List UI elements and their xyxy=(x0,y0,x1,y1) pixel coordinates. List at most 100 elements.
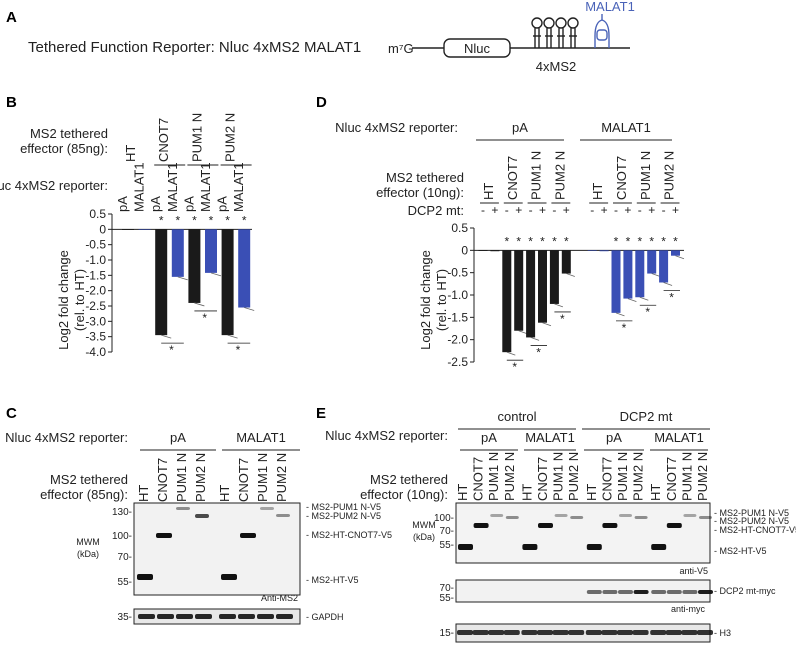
b-effector-header: HT xyxy=(123,145,138,162)
panel-e: E Nluc 4xMS2 reporter: MS2 tethered effe… xyxy=(316,405,796,643)
error-bar xyxy=(627,298,637,302)
d-dcp2-signs: - + - + - + - + - + - + - + - + xyxy=(481,203,679,217)
significance-star: * xyxy=(209,213,214,227)
e-blot-h3: 15- - H3 xyxy=(440,623,731,643)
gapdh-frame xyxy=(133,608,301,625)
pair-star: * xyxy=(169,343,174,357)
e-group-label: MALAT1 xyxy=(654,430,704,445)
significance-star: * xyxy=(673,234,678,248)
error-bar xyxy=(663,282,673,286)
c-mwm-label-2: (kDa) xyxy=(77,549,99,559)
error-bar xyxy=(518,330,528,335)
band-pum1 xyxy=(490,514,504,517)
c-band-label: - MS2-PUM2 N-V5 xyxy=(306,511,381,521)
band-h3 xyxy=(537,630,553,635)
significance-star: * xyxy=(614,234,619,248)
band-h3 xyxy=(585,630,602,635)
c-lane-label: PUM1 N xyxy=(255,453,270,502)
e-band-label: - MS2-HT-V5 xyxy=(714,546,767,556)
e-loading-label: - H3 xyxy=(714,628,731,638)
band-h3 xyxy=(503,630,520,635)
significance-star: * xyxy=(504,234,509,248)
d-dcp2-sign: - xyxy=(529,203,533,217)
panel-a-title: Tethered Function Reporter: Nluc 4xMS2 M… xyxy=(28,39,361,56)
error-bar xyxy=(506,351,516,356)
e-lane-label: HT xyxy=(584,484,599,501)
band-pum1 xyxy=(260,507,274,510)
panel-e-letter: E xyxy=(316,405,326,422)
d-reporter-label: Nluc 4xMS2 reporter: xyxy=(335,120,458,135)
b-reporter-header: pA xyxy=(148,196,163,212)
e-effector-label-2: effector (10ng): xyxy=(360,487,448,502)
y-tick-label: 0 xyxy=(461,243,468,257)
band-ht xyxy=(586,544,602,550)
band-h3 xyxy=(488,630,505,635)
d-effector-header: PUM2 N xyxy=(552,151,567,200)
e-condition-headers: control DCP2 mt xyxy=(458,409,710,430)
bar xyxy=(205,229,217,273)
d-effector-header: HT xyxy=(590,183,605,200)
c-blot-ms2: 130- 100- 70- 55- - MS2-PUM1 N-V5- MS2-PUM2 … xyxy=(112,502,392,603)
y-tick-label: 0 xyxy=(99,222,106,236)
bar xyxy=(155,229,168,336)
significance-star: * xyxy=(516,234,521,248)
bar xyxy=(138,229,151,230)
band-pum2 xyxy=(276,514,290,517)
band-dcp2 xyxy=(586,590,602,594)
b-reporter-header: MALAT1 xyxy=(132,162,147,212)
band-cnot7 xyxy=(538,523,553,528)
c-band-label: - MS2-HT-V5 xyxy=(306,575,359,585)
c-lane-label: PUM2 N xyxy=(274,453,289,502)
error-bar xyxy=(530,337,540,341)
e-lane-label: PUM2 N xyxy=(631,452,646,501)
significance-star: * xyxy=(242,213,247,227)
e-blot-v5: 100- 70- 55- - MS2-PUM1 N-V5- MS2-PUM2 N-V5… xyxy=(434,502,796,576)
c-group-label: MALAT1 xyxy=(236,430,286,445)
band-h3 xyxy=(472,630,489,635)
panel-d: D Nluc 4xMS2 reporter: MS2 tethered effe… xyxy=(316,94,685,374)
significance-star: * xyxy=(649,234,654,248)
pair-star: * xyxy=(669,290,674,304)
c-lane-label: CNOT7 xyxy=(155,458,170,502)
e-effector-label-1: MS2 tethered xyxy=(370,472,448,487)
band-pum1 xyxy=(683,514,697,517)
d-dcp2-sign: + xyxy=(648,203,655,217)
y-tick-label: -2.0 xyxy=(85,284,106,298)
band-ht xyxy=(651,544,667,550)
error-bar xyxy=(194,302,205,307)
significance-star: * xyxy=(192,213,197,227)
e-condition-label: DCP2 mt xyxy=(620,409,673,424)
d-dcp2-sign: - xyxy=(614,203,618,217)
bar xyxy=(561,250,571,274)
d-effector-label-2: effector (10ng): xyxy=(376,185,464,200)
d-dcp2-sign: - xyxy=(505,203,509,217)
bar xyxy=(635,250,645,298)
band-h3 xyxy=(632,630,649,635)
band-dcp2 xyxy=(666,590,682,594)
bar xyxy=(659,250,669,283)
bar xyxy=(671,250,680,256)
bar xyxy=(221,229,234,336)
e-group-label: MALAT1 xyxy=(525,430,575,445)
e-lane-label: PUM2 N xyxy=(695,452,710,501)
band-dcp2 xyxy=(682,590,698,594)
band-h3 xyxy=(601,630,618,635)
d-dcp2-sign: - xyxy=(590,203,594,217)
d-dcp2-sign: + xyxy=(601,203,608,217)
d-dcp2-sign: - xyxy=(638,203,642,217)
significance-star: * xyxy=(637,234,642,248)
panel-b-letter: B xyxy=(6,94,17,111)
blot-frame xyxy=(455,502,711,564)
mw-marker: 100- xyxy=(112,531,132,542)
b-effector-label-2: effector (85ng): xyxy=(20,141,108,156)
band-gapdh xyxy=(157,614,174,619)
band-dcp2 xyxy=(633,590,649,594)
bar xyxy=(490,250,500,252)
error-bar xyxy=(651,273,661,277)
e-lane-label: CNOT7 xyxy=(471,457,486,501)
error-bar xyxy=(210,272,222,277)
band-gapdh xyxy=(138,614,155,619)
error-bar xyxy=(177,276,188,281)
c-antibody-label: Anti-MS2 xyxy=(261,593,298,603)
b-ylabel-1: Log2 fold change xyxy=(56,250,71,350)
